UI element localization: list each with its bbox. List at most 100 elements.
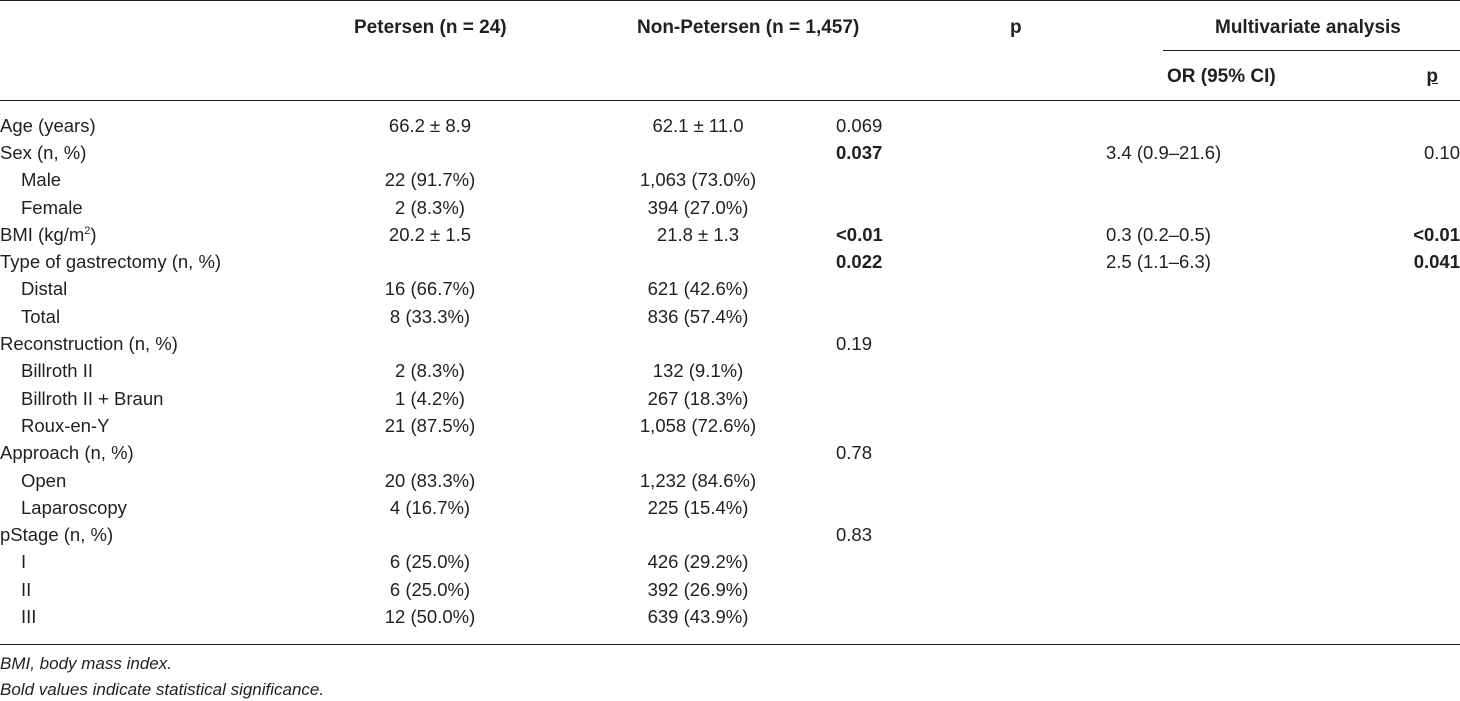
cell-p bbox=[836, 467, 1106, 494]
row-label-text: Roux-en-Y bbox=[21, 414, 110, 436]
cell-p bbox=[836, 385, 1106, 412]
row-label-text: Female bbox=[21, 196, 83, 218]
cell-petersen: 12 (50.0%) bbox=[384, 605, 476, 627]
row-label: Open bbox=[0, 467, 300, 494]
cell-non-petersen: 426 (29.2%) bbox=[647, 551, 749, 573]
cell-non-petersen: 836 (57.4%) bbox=[647, 305, 749, 327]
cell-non-petersen: 267 (18.3%) bbox=[647, 387, 749, 409]
table-row: II 6 (25.0%) 392 (26.9%) bbox=[0, 576, 1460, 603]
footnote-bold-note: Bold values indicate statistical signifi… bbox=[0, 680, 325, 699]
row-label: Age (years) bbox=[0, 112, 300, 139]
cell-mv-p bbox=[1326, 549, 1460, 576]
cell-p bbox=[836, 412, 1106, 439]
row-label: Type of gastrectomy (n, %) bbox=[0, 248, 300, 275]
cell-petersen: 20 (83.3%) bbox=[384, 469, 476, 491]
row-label: Female bbox=[0, 194, 300, 221]
header-petersen: Petersen (n = 24) bbox=[354, 17, 507, 38]
table-body: Age (years) 66.2 ± 8.9 62.1 ± 11.0 0.069 Sex… bbox=[0, 112, 1460, 631]
cell-mv-p bbox=[1326, 576, 1460, 603]
row-label: Billroth II + Braun bbox=[0, 385, 300, 412]
row-label: I bbox=[0, 549, 300, 576]
cell-p: 0.037 bbox=[836, 141, 883, 163]
cell-non-petersen: 1,063 (73.0%) bbox=[639, 169, 757, 191]
cell-p bbox=[836, 549, 1106, 576]
cell-mv-p bbox=[1326, 603, 1460, 630]
cell-petersen: 6 (25.0%) bbox=[389, 578, 471, 600]
cell-petersen bbox=[300, 440, 560, 467]
cell-p: 0.19 bbox=[836, 333, 873, 355]
row-label-text: Laparoscopy bbox=[21, 496, 127, 518]
multivariate-subrule bbox=[1163, 50, 1460, 51]
table-row: Male 22 (91.7%) 1,063 (73.0%) bbox=[0, 167, 1460, 194]
header-rule bbox=[0, 100, 1460, 101]
cell-or bbox=[1106, 467, 1326, 494]
cell-petersen: 2 (8.3%) bbox=[395, 196, 465, 218]
table-row: pStage (n, %) 0.83 bbox=[0, 521, 1460, 548]
cell-mv-p bbox=[1326, 194, 1460, 221]
row-label: Reconstruction (n, %) bbox=[0, 330, 300, 357]
row-label: II bbox=[0, 576, 300, 603]
row-label-text: Age (years) bbox=[0, 114, 96, 136]
row-label: Sex (n, %) bbox=[0, 139, 300, 166]
cell-petersen bbox=[300, 248, 560, 275]
cell-petersen: 20.2 ± 1.5 bbox=[388, 223, 472, 245]
cell-mv-p: <0.01 bbox=[1413, 223, 1460, 245]
row-label-text: Billroth II bbox=[21, 360, 93, 382]
cell-or bbox=[1106, 494, 1326, 521]
cell-mv-p bbox=[1326, 167, 1460, 194]
cell-non-petersen: 62.1 ± 11.0 bbox=[652, 114, 744, 136]
table-row: Open 20 (83.3%) 1,232 (84.6%) bbox=[0, 467, 1460, 494]
cell-non-petersen bbox=[560, 139, 836, 166]
row-label: Male bbox=[0, 167, 300, 194]
cell-petersen: 66.2 ± 8.9 bbox=[388, 114, 472, 136]
table-row: Type of gastrectomy (n, %) 0.022 2.5 (1.1–… bbox=[0, 248, 1460, 275]
cell-non-petersen: 21.8 ± 1.3 bbox=[656, 223, 740, 245]
cell-petersen bbox=[300, 521, 560, 548]
cell-mv-p bbox=[1326, 440, 1460, 467]
cell-petersen: 1 (4.2%) bbox=[395, 387, 465, 409]
cell-non-petersen: 1,232 (84.6%) bbox=[639, 469, 757, 491]
table-row: Female 2 (8.3%) 394 (27.0%) bbox=[0, 194, 1460, 221]
row-label: Total bbox=[0, 303, 300, 330]
table-row: Age (years) 66.2 ± 8.9 62.1 ± 11.0 0.069 bbox=[0, 112, 1460, 139]
cell-mv-p: 0.041 bbox=[1413, 251, 1460, 273]
cell-non-petersen: 394 (27.0%) bbox=[647, 196, 749, 218]
cell-mv-p bbox=[1326, 330, 1460, 357]
header-multivariate: Multivariate analysis bbox=[1215, 17, 1401, 38]
cell-non-petersen: 1,058 (72.6%) bbox=[639, 414, 757, 436]
cell-or bbox=[1106, 385, 1326, 412]
row-label-suffix: ) bbox=[90, 223, 97, 245]
row-label-text: Male bbox=[21, 169, 62, 191]
header-or: OR (95% CI) bbox=[1167, 66, 1276, 87]
cell-or bbox=[1106, 576, 1326, 603]
cell-mv-p bbox=[1326, 385, 1460, 412]
table-row: III 12 (50.0%) 639 (43.9%) bbox=[0, 603, 1460, 630]
row-label-text: Sex (n, %) bbox=[0, 141, 87, 163]
cell-petersen: 16 (66.7%) bbox=[384, 278, 476, 300]
row-label-superscript: 2 bbox=[84, 224, 91, 237]
cell-p bbox=[836, 276, 1106, 303]
cell-p bbox=[836, 603, 1106, 630]
row-label-text: Reconstruction (n, %) bbox=[0, 333, 178, 355]
cell-or bbox=[1106, 521, 1326, 548]
footnote-abbreviation: BMI, body mass index. bbox=[0, 654, 172, 673]
cell-or bbox=[1106, 549, 1326, 576]
cell-non-petersen bbox=[560, 521, 836, 548]
cell-p: 0.069 bbox=[836, 114, 883, 136]
table-row: Total 8 (33.3%) 836 (57.4%) bbox=[0, 303, 1460, 330]
cell-mv-p: 0.10 bbox=[1423, 141, 1460, 163]
row-label-text: Total bbox=[21, 305, 61, 327]
cell-non-petersen: 392 (26.9%) bbox=[647, 578, 749, 600]
row-label-text: II bbox=[21, 578, 32, 600]
row-label: Billroth II bbox=[0, 358, 300, 385]
cell-non-petersen: 225 (15.4%) bbox=[647, 496, 749, 518]
cell-or bbox=[1106, 330, 1326, 357]
cell-or bbox=[1106, 112, 1326, 139]
row-label: Distal bbox=[0, 276, 300, 303]
cell-or bbox=[1106, 603, 1326, 630]
row-label: Approach (n, %) bbox=[0, 440, 300, 467]
row-label: pStage (n, %) bbox=[0, 521, 300, 548]
row-label: BMI (kg/m2) bbox=[0, 221, 300, 248]
row-label-text: pStage (n, %) bbox=[0, 524, 114, 546]
header-p: p bbox=[1010, 17, 1022, 38]
